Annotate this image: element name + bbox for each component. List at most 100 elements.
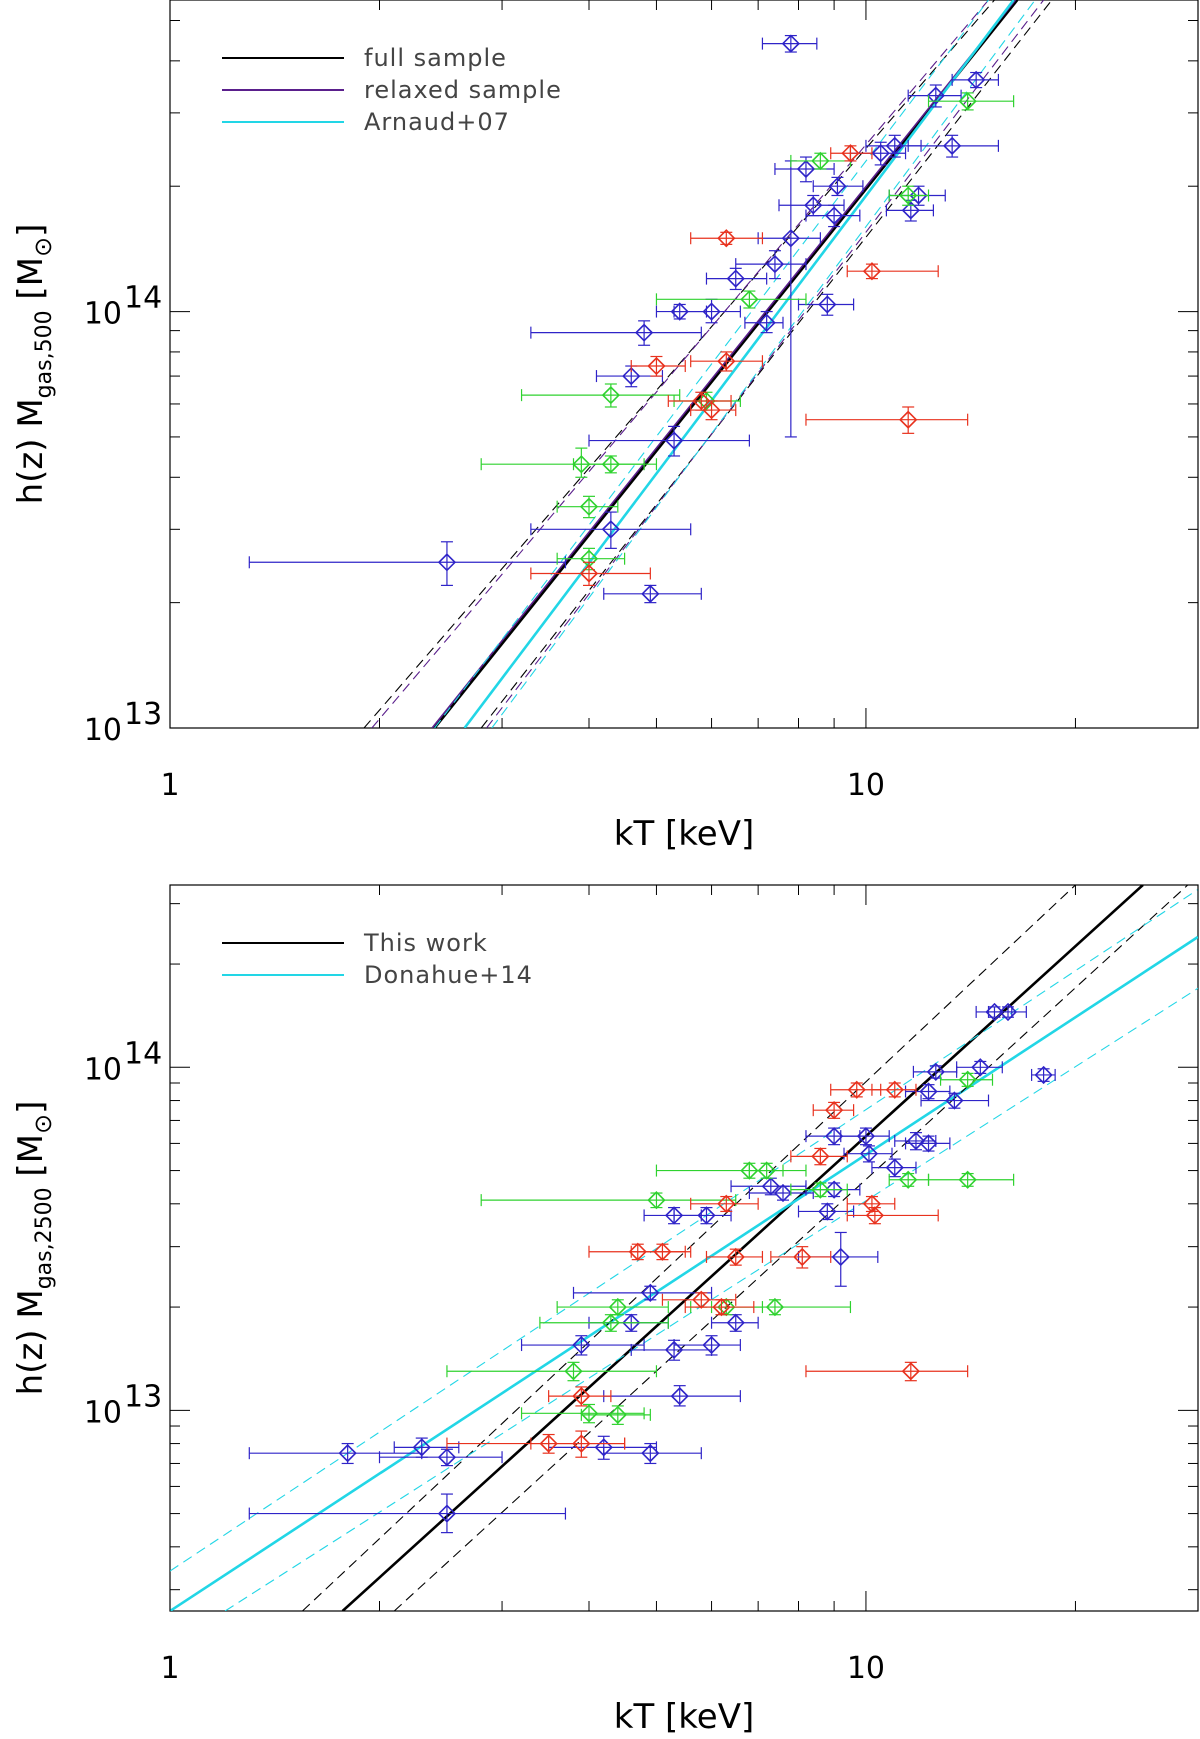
fit-uncertainty-line — [170, 888, 1198, 1572]
data-point — [748, 1161, 784, 1180]
data-point — [603, 584, 702, 604]
data-point — [548, 1386, 612, 1407]
data-point — [690, 351, 764, 372]
data-points — [248, 1002, 1056, 1534]
data-point — [603, 1442, 702, 1465]
diamond-marker — [437, 1448, 457, 1467]
data-point — [846, 1206, 939, 1225]
diamond-marker — [692, 1290, 711, 1309]
fit-line — [431, 0, 1017, 728]
diamond-marker — [757, 1161, 776, 1180]
data-point — [939, 1070, 994, 1089]
data-point — [580, 1405, 651, 1425]
diamond-marker — [804, 196, 823, 215]
diamond-marker — [998, 1002, 1018, 1022]
diamond-marker — [847, 1080, 866, 1099]
diamond-marker — [692, 391, 711, 411]
data-point — [705, 1247, 764, 1267]
data-point — [684, 1297, 755, 1317]
fit-lines — [170, 885, 1198, 1611]
diamond-marker — [697, 1206, 716, 1225]
y-label-close: ] — [11, 224, 51, 237]
data-point — [885, 199, 934, 222]
diamond-marker — [740, 290, 759, 309]
data-point — [690, 229, 764, 248]
data-point — [530, 561, 651, 587]
y-label-subscript: gas,500 — [32, 310, 57, 398]
diamond-marker — [717, 229, 736, 248]
diamond-marker — [796, 159, 816, 179]
data-point — [556, 1297, 669, 1317]
data-point — [661, 1290, 737, 1309]
data-point — [530, 511, 692, 549]
fit-lines — [363, 0, 1053, 728]
diamond-marker — [539, 1434, 558, 1453]
diamond-marker — [885, 136, 904, 155]
data-point — [840, 1127, 890, 1146]
diamond-marker — [971, 1058, 990, 1077]
y-tick-exponent: 14 — [124, 281, 162, 316]
diamond-marker — [841, 144, 860, 163]
data-point — [539, 1313, 669, 1332]
diamond-marker — [412, 1438, 431, 1457]
diamond-marker — [901, 1362, 920, 1381]
diamond-marker — [862, 1194, 882, 1213]
diamond-marker — [664, 1206, 684, 1225]
data-point — [480, 447, 658, 478]
data-point — [790, 1180, 848, 1199]
fit-uncertainty-line — [480, 0, 1053, 728]
diamond-marker — [717, 1194, 736, 1213]
data-point — [812, 176, 864, 197]
data-point — [595, 365, 664, 388]
data-point — [705, 267, 768, 291]
data-point — [556, 495, 619, 519]
data-point — [630, 1242, 692, 1261]
diamond-marker — [579, 1404, 599, 1423]
fit-uncertainty-line — [434, 0, 989, 728]
data-point — [912, 1062, 958, 1081]
data-point — [904, 1082, 951, 1101]
legend-label: full sample — [364, 44, 507, 72]
data-point — [655, 290, 807, 309]
y-label-close: ] — [11, 1101, 51, 1114]
diamond-marker — [958, 1170, 977, 1189]
data-point — [378, 1448, 503, 1467]
data-point — [735, 250, 807, 280]
diamond-marker — [824, 1127, 844, 1146]
data-point — [690, 1194, 759, 1213]
data-point — [770, 1246, 832, 1269]
diamond-marker — [726, 1247, 745, 1267]
diamond-marker — [647, 356, 666, 376]
y-tick-exponent: 13 — [124, 1379, 162, 1414]
data-point — [446, 1361, 658, 1382]
data-point — [572, 455, 645, 474]
diamond-marker — [899, 410, 918, 429]
diamond-marker — [811, 1180, 830, 1199]
diamond-marker — [653, 1242, 672, 1261]
data-point — [927, 1170, 1015, 1189]
diamond-marker — [622, 366, 641, 386]
diamond-marker — [717, 352, 736, 371]
diamond-marker — [793, 1247, 812, 1267]
data-point — [805, 204, 861, 228]
diamond-marker — [824, 1101, 844, 1120]
diamond-marker — [641, 1283, 660, 1302]
diamond-marker — [919, 1134, 938, 1153]
data-point — [530, 320, 702, 346]
diamond-marker — [670, 1386, 689, 1406]
data-point — [797, 1202, 855, 1221]
diamond-marker — [781, 34, 800, 53]
legend-label: This work — [363, 929, 488, 957]
diamond-marker — [572, 1386, 591, 1406]
diamond-marker — [702, 1335, 721, 1355]
diamond-marker — [726, 1313, 745, 1332]
diamond-marker — [740, 1161, 759, 1180]
diamond-marker — [608, 1405, 627, 1424]
y-label-subscript: gas,2500 — [32, 1187, 57, 1289]
diamond-marker — [757, 313, 776, 332]
diamond-marker — [899, 186, 918, 205]
